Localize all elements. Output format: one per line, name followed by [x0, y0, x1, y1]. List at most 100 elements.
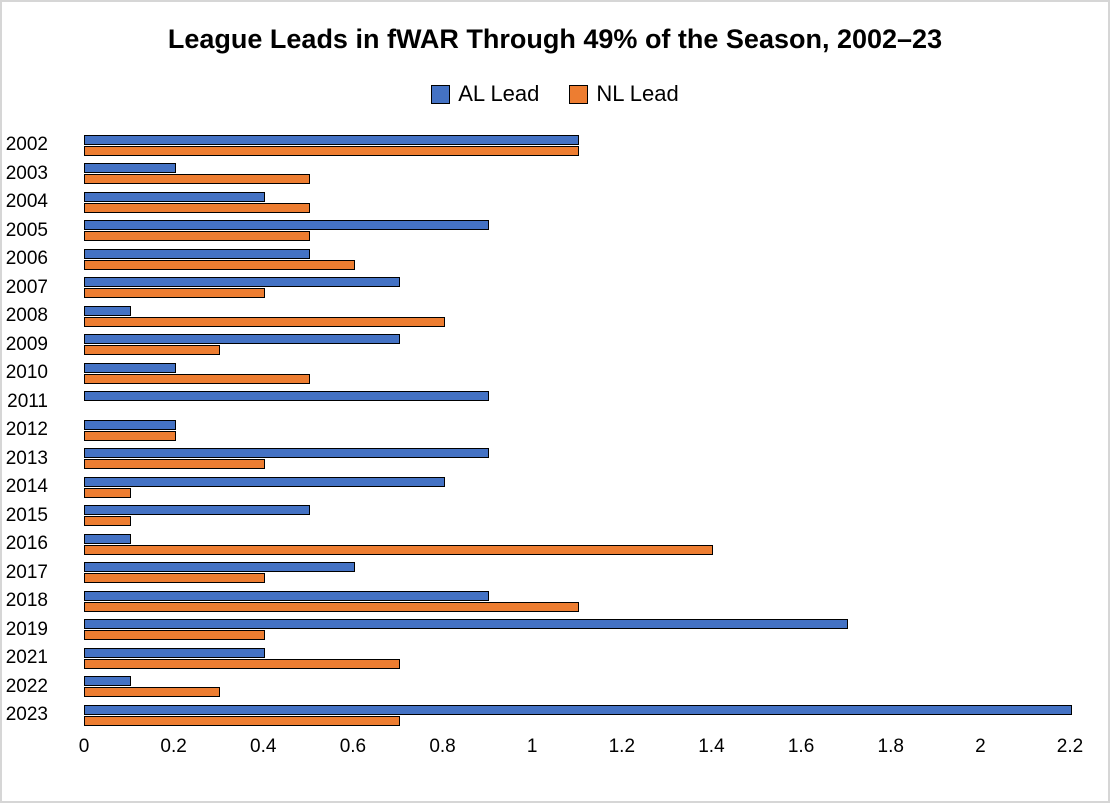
bar-nl-2019: [84, 630, 266, 641]
category-row-2011: 2011: [2, 388, 1108, 417]
x-axis: 0 0.2 0.4 0.6 0.8 1 1.2 1.4 1.6 1.8 2 2.2: [79, 735, 1084, 766]
legend-swatch-al-lead: [431, 84, 451, 104]
y-axis-label: 2002: [5, 134, 48, 156]
bar-al-2017: [84, 562, 355, 573]
bar-al-2008: [84, 305, 131, 316]
y-axis-label: 2019: [5, 618, 48, 640]
bar-nl-2006: [84, 259, 355, 270]
bar-nl-2018: [84, 601, 579, 612]
y-axis-label: 2014: [5, 476, 48, 498]
x-axis-tick-label: 0: [78, 735, 90, 757]
bar-group: [84, 701, 1072, 730]
y-axis-label: 2015: [5, 504, 48, 526]
bar-al-2009: [84, 334, 400, 345]
y-axis-label: 2016: [5, 533, 48, 555]
bar-nl-2004: [84, 202, 311, 213]
category-row-2021: 2021: [2, 644, 1108, 673]
category-row-2010: 2010: [2, 359, 1108, 388]
y-axis-label: 2004: [5, 191, 48, 213]
bar-group: [84, 245, 1070, 274]
bar-group: [84, 131, 1070, 160]
bar-group: [84, 274, 1070, 303]
bar-group: [84, 559, 1070, 588]
plot-area: 2002 2003 2004 2005 2006 2007 2008 2009 2010 2011…: [2, 131, 1108, 730]
y-axis-label: 2005: [5, 219, 48, 241]
y-axis-label: 2013: [5, 447, 48, 469]
x-axis-tick-label: 2: [975, 735, 986, 757]
bar-al-2011: [84, 391, 490, 402]
category-row-2014: 2014: [2, 473, 1108, 502]
category-row-2006: 2006: [2, 245, 1108, 274]
bar-group: [84, 302, 1070, 331]
bar-al-2012: [84, 419, 176, 430]
y-axis-label: 2008: [5, 305, 48, 327]
bar-al-2003: [84, 163, 176, 174]
x-axis-tick-label: 0.2: [160, 735, 187, 757]
bar-al-2010: [84, 362, 176, 373]
y-axis-label: 2022: [5, 675, 48, 697]
x-axis-tick-label: 1.2: [608, 735, 636, 757]
category-row-2009: 2009: [2, 331, 1108, 360]
x-axis-tick-label: 0.4: [250, 735, 277, 757]
bar-nl-2014: [84, 487, 131, 498]
bar-al-2022: [84, 676, 131, 687]
bar-nl-2007: [84, 288, 266, 299]
bar-group: [84, 416, 1070, 445]
y-axis-label: 2006: [5, 248, 48, 270]
category-row-2018: 2018: [2, 587, 1108, 616]
legend-label-nl-lead: NL Lead: [596, 81, 679, 106]
bar-group: [84, 331, 1070, 360]
bar-group: [84, 673, 1070, 702]
y-axis-label: 2012: [5, 419, 48, 441]
bar-al-2014: [84, 476, 445, 487]
bar-group: [84, 473, 1070, 502]
y-axis-label: 2003: [5, 162, 48, 184]
bar-group: [84, 359, 1070, 388]
y-axis-label: 2023: [5, 704, 48, 726]
legend: AL Lead NL Lead: [2, 81, 1108, 107]
category-row-2007: 2007: [2, 274, 1108, 303]
bar-nl-2022: [84, 687, 221, 698]
chart-title: League Leads in fWAR Through 49% of the …: [167, 24, 943, 54]
bar-nl-2017: [84, 573, 266, 584]
x-axis-tick-label: 0.8: [429, 735, 456, 757]
bar-al-2007: [84, 277, 400, 288]
x-axis-tick-label: 0.6: [339, 735, 367, 757]
bar-al-2021: [84, 647, 266, 658]
category-row-2013: 2013: [2, 445, 1108, 474]
bar-group: [84, 160, 1070, 189]
y-axis-label: 2009: [5, 333, 48, 355]
y-axis-label: 2021: [5, 647, 48, 669]
category-row-2023: 2023: [2, 701, 1108, 730]
bar-group: [84, 587, 1070, 616]
bar-group: [84, 217, 1070, 246]
category-row-2003: 2003: [2, 160, 1108, 189]
bar-nl-2012: [84, 430, 176, 441]
category-row-2008: 2008: [2, 302, 1108, 331]
x-axis-tick-label: 1.8: [877, 735, 904, 757]
legend-item-al-lead: AL Lead: [431, 81, 539, 107]
legend-label-al-lead: AL Lead: [458, 81, 540, 106]
bar-nl-2003: [84, 174, 311, 185]
bar-al-2015: [84, 505, 311, 516]
bar-nl-2005: [84, 231, 311, 242]
y-axis-label: 2017: [5, 561, 48, 583]
bar-al-2018: [84, 590, 490, 601]
x-axis-tick-label: 1.6: [787, 735, 815, 757]
bar-nl-2023: [84, 715, 400, 726]
category-row-2002: 2002: [2, 131, 1108, 160]
bar-nl-2013: [84, 459, 266, 470]
category-row-2004: 2004: [2, 188, 1108, 217]
bar-al-2006: [84, 248, 311, 259]
legend-item-nl-lead: NL Lead: [569, 81, 679, 107]
bar-group: [84, 616, 1070, 645]
bar-al-2005: [84, 220, 490, 231]
bar-group: [84, 502, 1070, 531]
bar-nl-2021: [84, 658, 400, 669]
bar-nl-2010: [84, 373, 311, 384]
bar-group: [84, 388, 1070, 417]
bar-group: [84, 530, 1070, 559]
bar-group: [84, 445, 1070, 474]
y-axis-label: 2007: [5, 276, 48, 298]
